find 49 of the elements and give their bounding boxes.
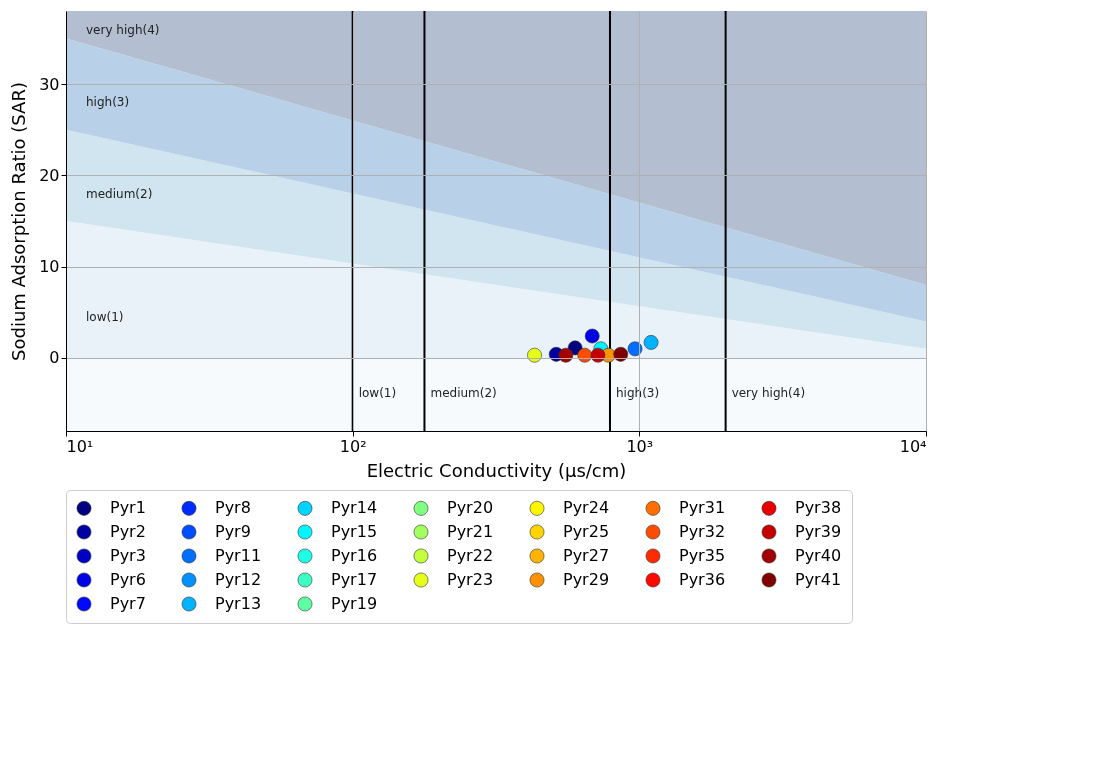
legend-label: Pyr32 xyxy=(679,522,726,541)
legend-label: Pyr7 xyxy=(110,594,146,613)
x-tick-label: 10² xyxy=(339,436,367,456)
y-tick-label: 0 xyxy=(49,348,60,368)
legend-label: Pyr16 xyxy=(331,546,378,565)
legend-label: Pyr20 xyxy=(447,498,494,518)
legend-label: Pyr2 xyxy=(110,522,146,541)
legend-label: Pyr3 xyxy=(110,546,146,565)
legend-label: Pyr38 xyxy=(795,498,842,518)
x-axis-title: Electric Conductivity (μs/cm) xyxy=(366,459,627,481)
legend-label: Pyr41 xyxy=(795,570,842,589)
series-label: high(3) xyxy=(86,95,130,110)
y-tick-label: 30 xyxy=(39,74,60,94)
legend-label: Pyr35 xyxy=(679,546,726,565)
series-label: medium(2) xyxy=(86,186,153,201)
legend-label: Pyr1 xyxy=(110,498,146,518)
x-tick-label: 10³ xyxy=(626,436,654,456)
legend-label: Pyr40 xyxy=(795,546,842,565)
legend-label: Pyr23 xyxy=(447,570,494,589)
legend-label: Pyr36 xyxy=(679,570,726,589)
legend-label: Pyr12 xyxy=(215,570,262,589)
x-tick-label: 10¹ xyxy=(66,436,94,456)
series-label: very high(4) xyxy=(86,23,160,38)
x-tick-label: 10⁴ xyxy=(899,436,927,456)
legend-label: Pyr39 xyxy=(795,522,842,541)
legend-label: Pyr11 xyxy=(215,546,262,565)
legend-label: Pyr21 xyxy=(447,522,494,541)
y-axis-title: Sodium Adsorption Ratio (SAR) xyxy=(8,82,30,361)
legend-label: Pyr31 xyxy=(679,498,726,518)
legend-label: Pyr22 xyxy=(447,546,494,565)
series-label: low(1) xyxy=(86,309,124,324)
legend-label: Pyr29 xyxy=(563,570,610,589)
legend-label: Pyr25 xyxy=(563,522,610,541)
ref-line-label: medium(2) xyxy=(430,386,497,401)
legend-label: Pyr24 xyxy=(563,498,610,518)
legend-label: Pyr14 xyxy=(331,498,378,518)
y-tick-label: 10 xyxy=(39,257,60,277)
legend-label: Pyr17 xyxy=(331,570,378,589)
legend-label: Pyr8 xyxy=(215,498,251,518)
legend-label: Pyr19 xyxy=(331,594,378,613)
legend-label: Pyr27 xyxy=(563,546,610,565)
legend-label: Pyr13 xyxy=(215,594,262,613)
legend-label: Pyr15 xyxy=(331,522,378,541)
ref-line-label: low(1) xyxy=(358,386,397,401)
y-tick-label: 20 xyxy=(39,165,60,185)
legend-label: Pyr9 xyxy=(215,522,251,541)
ref-line-label: high(3) xyxy=(615,386,660,401)
ref-line-label: very high(4) xyxy=(731,386,806,401)
legend-label: Pyr6 xyxy=(110,570,146,589)
